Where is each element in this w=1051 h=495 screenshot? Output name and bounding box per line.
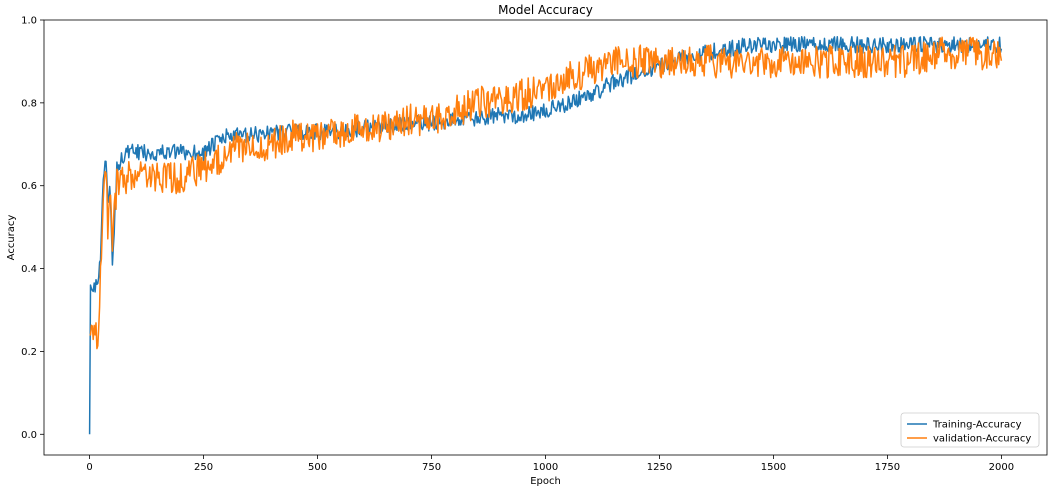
x-tick-label: 750 [422,462,441,473]
x-tick-label: 1750 [875,462,900,473]
series-line-training-accuracy [88,35,1003,435]
y-axis-label: Accuracy [6,215,17,261]
y-tick-label: 0.0 [21,430,37,441]
x-tick-label: 0 [86,462,92,473]
series-line-validation-accuracy [89,36,1003,350]
legend-label: validation-Accuracy [933,434,1031,445]
x-tick-label: 250 [194,462,213,473]
x-tick-label: 1000 [533,462,558,473]
legend-box [900,412,1040,448]
x-tick-label: 500 [308,462,327,473]
legend: Training-Accuracy validation-Accuracy [900,412,1040,448]
x-tick-label: 1250 [647,462,672,473]
legend-label: Training-Accuracy [932,420,1022,431]
x-tick-label: 2000 [989,462,1014,473]
y-tick-label: 0.6 [21,181,37,192]
y-tick-label: 0.8 [21,98,37,109]
x-axis-label: Epoch [530,476,561,487]
chart-title: Model Accuracy [498,3,593,17]
x-tick-label: 1500 [761,462,786,473]
plot-frame [43,19,1048,456]
y-tick-label: 0.2 [21,347,37,358]
y-tick-label: 0.4 [21,264,37,275]
y-tick-label: 1.0 [21,16,37,27]
